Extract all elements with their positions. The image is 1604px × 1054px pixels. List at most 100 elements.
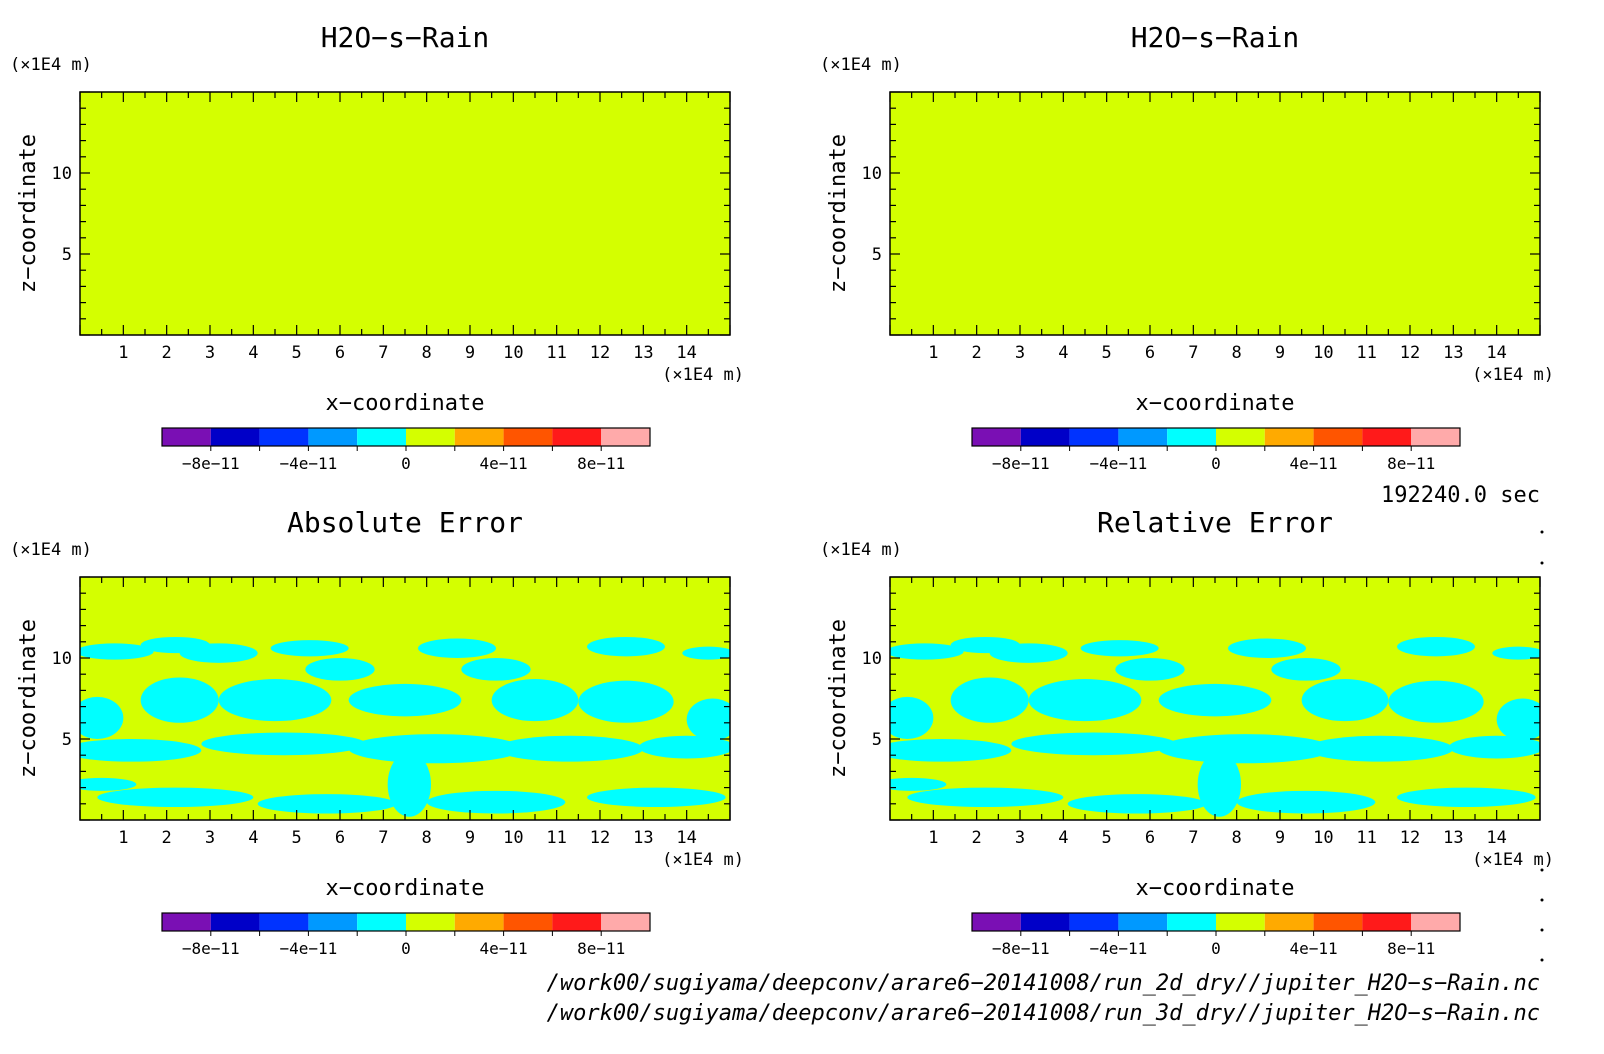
y-unit-label: (×1E4 m) [820,55,902,75]
field-patch [305,658,375,681]
field-patch [348,734,522,764]
field-patch [890,696,934,739]
field-patch [1388,680,1484,723]
field-patch [1028,679,1142,722]
field-patch [179,643,258,663]
colorbar-swatch [308,913,358,931]
x-tick-label: 8 [1232,828,1242,848]
x-tick-label: 9 [465,828,475,848]
field-patch [1236,790,1376,814]
x-tick-label: 1 [928,828,938,848]
x-tick-label: 3 [1015,343,1025,363]
file-path-2: /work00/sugiyama/deepconv/arare6−2014100… [547,1001,1540,1026]
colorbar-swatch [1167,913,1216,931]
colorbar-tick-label: 4e−11 [1290,454,1338,473]
field-patch [1301,679,1389,722]
x-tick-label: 4 [248,828,258,848]
y-unit-label: (×1E4 m) [10,55,92,75]
panel-2: H2O−s−Rain(×1E4 m)1 2 3 4 5 6 7 8 9 10 11 12 13 14510… [820,21,1554,473]
colorbar-swatch [972,913,1021,931]
field-patch [270,640,349,657]
colorbar-swatch [259,428,309,446]
field-patch [1158,683,1272,717]
y-axis-label: z−coordinate [826,134,851,293]
field-patch [426,790,566,814]
x-tick-label: 13 [633,343,653,363]
x-unit-label: (×1E4 m) [662,365,744,385]
x-axis-label: x−coordinate [326,391,485,416]
field-patch [201,732,366,756]
colorbar-tick-label: −8e−11 [182,939,240,958]
field-patch [587,636,665,657]
field-patch [80,696,124,739]
y-tick-label: 10 [862,649,882,669]
colorbar-tick-label: 8e−11 [1387,454,1435,473]
x-tick-label: 9 [1275,343,1285,363]
colorbar-tick-label: −4e−11 [280,454,338,473]
colorbar-tick-label: −8e−11 [992,939,1050,958]
x-tick-label: 10 [1313,828,1333,848]
field-patch [682,646,730,660]
x-tick-label: 11 [546,828,566,848]
field-patch [461,658,531,681]
x-tick-label: 12 [590,343,610,363]
panel-title: H2O−s−Rain [1131,21,1300,54]
field-patch [1449,735,1540,759]
y-axis-label: z−coordinate [16,619,41,778]
x-tick-label: 12 [1400,828,1420,848]
x-tick-label: 5 [292,343,302,363]
field-patch [989,643,1068,663]
field-patch [491,679,579,722]
y-tick-label: 5 [62,245,72,265]
x-tick-label: 2 [162,828,172,848]
field-patch [496,735,644,762]
field-patch [1397,787,1536,808]
field-patches [890,636,1540,817]
colorbar-swatch [1411,913,1460,931]
x-axis-label: x−coordinate [326,876,485,901]
colorbar-tick-label: −8e−11 [182,454,240,473]
field-patch [578,680,674,723]
colorbar-swatch [1069,428,1119,446]
y-tick-label: 10 [862,164,882,184]
colorbar-swatch [1313,428,1363,446]
x-tick-label: 8 [422,343,432,363]
y-unit-label: (×1E4 m) [10,540,92,560]
x-tick-label: 2 [972,828,982,848]
colorbar-swatch [972,428,1021,446]
x-unit-label: (×1E4 m) [662,850,744,870]
x-tick-label: 5 [1102,343,1112,363]
field-patch [387,751,432,817]
colorbar-swatch [210,428,260,446]
field-patch [1271,658,1341,681]
field-patch [890,643,964,660]
colorbar-swatch [1313,913,1363,931]
panel-4: Relative Error(×1E4 m)1 2 3 4 5 6 7 8 9 10 11 12 13 1… [820,506,1554,958]
y-unit-label: (×1E4 m) [820,540,902,560]
panel-title: Relative Error [1097,506,1333,539]
x-tick-label: 14 [1486,343,1506,363]
colorbar-swatch [1069,913,1119,931]
colorbar-tick-label: 8e−11 [1387,939,1435,958]
x-tick-label: 1 [118,828,128,848]
panel-3: Absolute Error(×1E4 m)1 2 3 4 5 6 7 8 9 10 11 12 13 1… [10,506,744,958]
y-tick-label: 10 [52,164,72,184]
field-background [80,92,730,335]
field-patch [587,787,726,808]
colorbar-tick-label: −4e−11 [280,939,338,958]
x-tick-label: 4 [1058,828,1068,848]
x-tick-label: 10 [503,828,523,848]
field-patch [80,739,202,762]
colorbar-swatch [454,913,504,931]
x-tick-label: 5 [292,828,302,848]
field-patch [1080,640,1159,657]
x-tick-label: 11 [546,343,566,363]
y-axis-label: z−coordinate [826,619,851,778]
x-tick-label: 7 [1188,343,1198,363]
x-tick-label: 1 [118,343,128,363]
colorbar-swatch [601,913,650,931]
colorbar-tick-label: 8e−11 [577,454,625,473]
colorbar-swatch [1167,428,1216,446]
x-tick-label: 13 [633,828,653,848]
x-tick-label: 7 [1188,828,1198,848]
